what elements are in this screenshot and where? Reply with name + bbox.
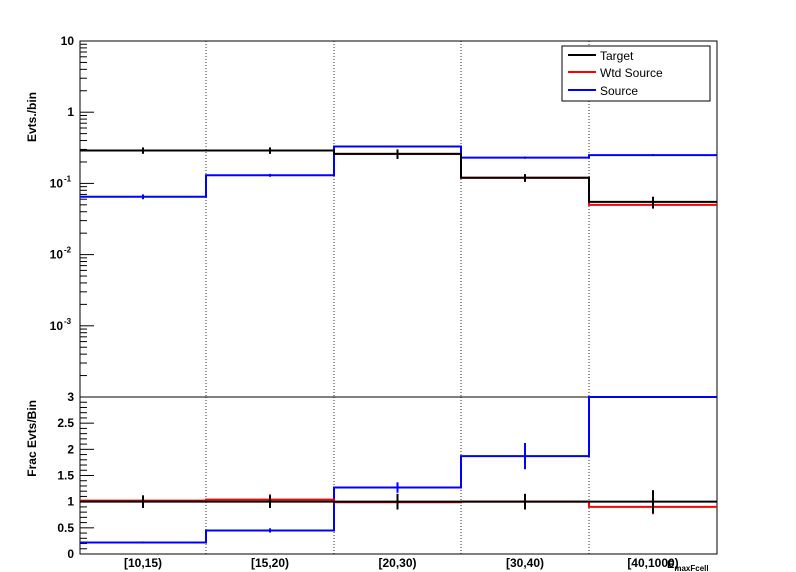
x-axis-label: EmaxFcell: [667, 559, 709, 572]
x-category-label: [20,30): [378, 556, 416, 570]
x-category-label: [10,15): [124, 556, 162, 570]
y-tick-exponent: -3: [64, 317, 72, 326]
bottom-panel: 0 0.5 1 1.5 2 2.5 3 [10,15) [15,20) [20,30) [30,4…: [25, 390, 718, 572]
y-tick-exponent: -1: [64, 174, 72, 183]
top-series-group: [80, 145, 717, 209]
y-tick-label: 10: [61, 34, 75, 48]
y-tick-label: 1: [67, 105, 74, 119]
x-category-label: [30,40): [506, 556, 544, 570]
legend-label-wtd-source: Wtd Source: [600, 66, 663, 80]
legend-label-source: Source: [600, 84, 638, 98]
y-tick-label: 1.5: [57, 469, 74, 483]
bottom-y-axis-label: Frac Evts/Bin: [25, 400, 39, 477]
y-tick-label: 3: [67, 390, 74, 404]
y-tick-label: 2.5: [57, 416, 74, 430]
top-y-axis-label: Evts./bin: [25, 92, 39, 142]
y-tick-label: 2: [67, 442, 74, 456]
y-tick-label: 10: [50, 176, 64, 190]
bottom-plot-frame: [79, 396, 718, 555]
y-tick-exponent: -2: [64, 246, 72, 255]
top-grid: [205, 41, 590, 397]
y-tick-label: 1: [67, 495, 74, 509]
y-tick-label: 0: [67, 547, 74, 561]
x-category-label: [40,1000): [627, 556, 678, 570]
y-tick-label: 10: [50, 319, 64, 333]
y-tick-label: 0.5: [57, 521, 74, 535]
legend: Target Wtd Source Source: [561, 45, 711, 102]
x-category-label: [15,20): [251, 556, 289, 570]
y-tick-label: 10: [50, 248, 64, 262]
series-line-target: [80, 149, 717, 203]
legend-label-target: Target: [600, 49, 634, 63]
bottom-series-group: [80, 396, 717, 544]
bottom-y-axis: 0 0.5 1 1.5 2 2.5 3: [57, 390, 94, 561]
x-axis-categories: [10,15) [15,20) [20,30) [30,40) [40,1000): [124, 556, 679, 570]
